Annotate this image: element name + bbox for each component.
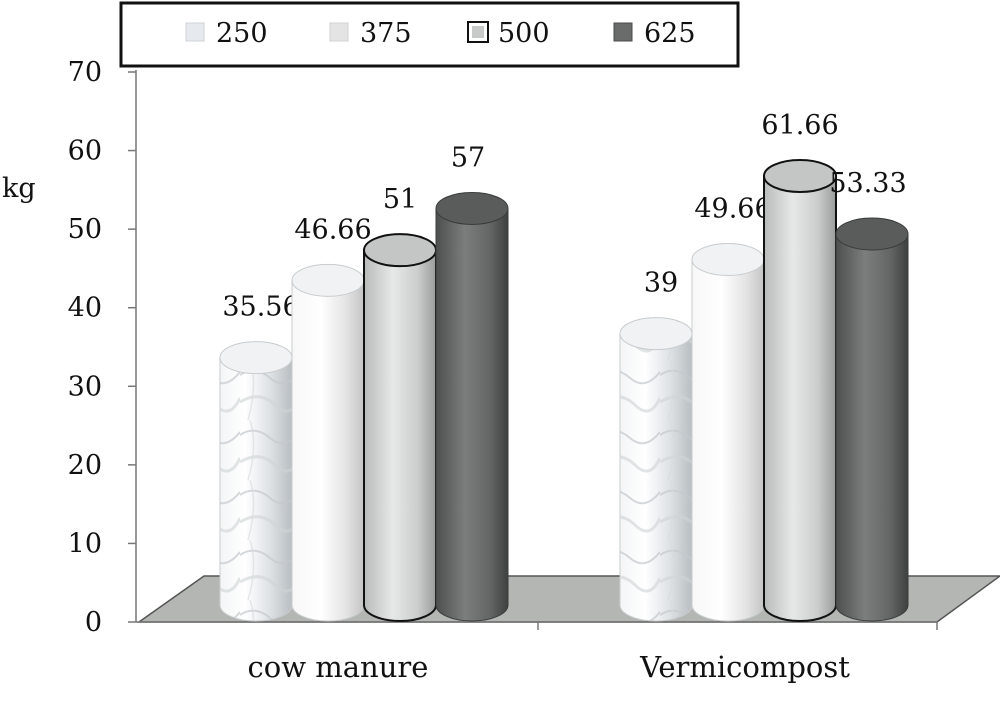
bar-375-vermicompost: 49.66 (691, 194, 772, 622)
legend-item-625: 625 (613, 18, 696, 49)
legend-item-250: 250 (185, 18, 268, 49)
bar-625-vermicompost: 53.33 (829, 168, 909, 622)
bar-500-cow-manure: 51 (363, 184, 437, 622)
y-tick-label: 20 (68, 450, 102, 481)
bar-250-vermicompost: 39 (619, 268, 693, 622)
bar-375-cow-manure: 46.66 (291, 214, 372, 622)
legend-item-500: 500 (467, 18, 550, 49)
y-tick-label: 50 (68, 214, 102, 245)
bar-625-cow-manure: 57 (435, 142, 509, 622)
y-tick-label: 30 (68, 371, 102, 402)
legend-label: 625 (644, 18, 696, 49)
y-tick-label: 0 (85, 607, 102, 638)
x-category-label: cow manure (248, 650, 429, 684)
data-label: 53.33 (829, 168, 906, 199)
data-label: 39 (644, 268, 678, 299)
legend-swatch (185, 22, 205, 42)
data-label: 57 (451, 142, 485, 173)
legend-swatch-inner (472, 26, 484, 38)
legend-swatch (329, 22, 349, 42)
legend-label: 250 (216, 18, 268, 49)
y-tick-label: 60 (68, 136, 102, 167)
x-axis-labels: cow manure Vermicompost (248, 650, 851, 684)
data-label: 61.66 (761, 110, 838, 141)
data-label: 46.66 (294, 214, 371, 245)
y-tick-label: 70 (68, 57, 102, 88)
legend-box (119, 1, 740, 68)
legend-label: 375 (360, 18, 412, 49)
legend: 250 375 500 625 (185, 18, 696, 49)
legend-label: 500 (498, 18, 550, 49)
bar-500-vermicompost: 61.66 (761, 110, 839, 622)
x-category-label: Vermicompost (639, 650, 850, 684)
bar-250-cow-manure: 35.56 (219, 292, 300, 622)
y-axis-label: kg (2, 173, 36, 204)
legend-swatch (613, 22, 633, 42)
data-label: 49.66 (694, 194, 771, 225)
y-tick-label: 10 (68, 528, 102, 559)
data-label: 35.56 (222, 292, 299, 323)
bars: 35.56 46.66 51 57 39 49.66 61.66 53.33 (219, 110, 909, 622)
data-label: 51 (383, 184, 417, 215)
y-axis-ticks: 0 10 20 30 40 50 60 70 (68, 57, 136, 638)
legend-item-375: 375 (329, 18, 412, 49)
y-tick-label: 40 (68, 293, 102, 324)
